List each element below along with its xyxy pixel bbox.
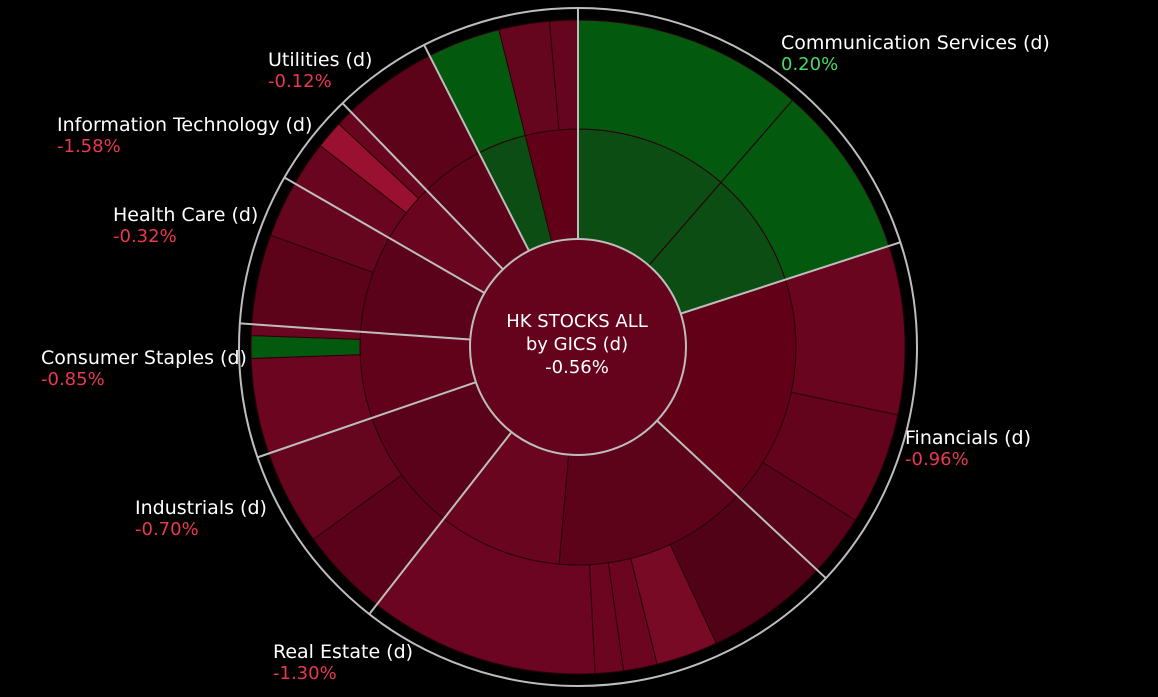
sector-boundary-3 bbox=[368, 431, 513, 615]
sector-change: -0.70% bbox=[135, 519, 199, 540]
label-industrials[interactable]: Industrials (d) -0.70% bbox=[135, 497, 267, 541]
label-health-care[interactable]: Health Care (d) -0.32% bbox=[113, 204, 258, 248]
chart-total-change: -0.56% bbox=[545, 357, 609, 378]
sector-boundary-4 bbox=[257, 381, 477, 459]
sector-boundary-7 bbox=[341, 102, 504, 271]
label-consumer-staples[interactable]: Consumer Staples (d) -0.85% bbox=[41, 347, 247, 391]
sector-change: -1.58% bbox=[57, 136, 121, 157]
sector-name: Industrials (d) bbox=[135, 497, 267, 519]
sector-name: Communication Services (d) bbox=[781, 32, 1050, 54]
label-utilities[interactable]: Utilities (d) -0.12% bbox=[268, 49, 372, 93]
sector-change: -0.12% bbox=[268, 71, 332, 92]
label-financials[interactable]: Financials (d) -0.96% bbox=[905, 427, 1031, 471]
sector-change: -0.85% bbox=[41, 369, 105, 390]
sector-boundary-2 bbox=[656, 419, 827, 579]
label-information-technology[interactable]: Information Technology (d) -1.58% bbox=[57, 114, 312, 158]
label-real-estate[interactable]: Real Estate (d) -1.30% bbox=[273, 641, 413, 685]
sector-boundary-5 bbox=[239, 322, 471, 341]
sector-name: Information Technology (d) bbox=[57, 114, 313, 136]
sector-name: Real Estate (d) bbox=[273, 641, 414, 663]
chart-center-label[interactable]: HK STOCKS ALL by GICS (d) -0.56% bbox=[477, 310, 677, 379]
sector-change: 0.20% bbox=[781, 54, 839, 75]
sector-boundary-8 bbox=[423, 44, 530, 252]
sector-name: Consumer Staples (d) bbox=[41, 347, 247, 369]
sector-change: -0.96% bbox=[905, 449, 969, 470]
chart-title: HK STOCKS ALL bbox=[506, 311, 648, 332]
sector-change: -0.32% bbox=[113, 226, 177, 247]
sector-boundary-1 bbox=[680, 241, 901, 315]
sector-change: -1.30% bbox=[273, 663, 337, 684]
sector-name: Financials (d) bbox=[905, 427, 1032, 449]
chart-subtitle: by GICS (d) bbox=[525, 334, 629, 355]
label-communication-services[interactable]: Communication Services (d) 0.20% bbox=[781, 32, 1050, 76]
center-circle[interactable] bbox=[469, 238, 687, 456]
sector-name: Health Care (d) bbox=[113, 204, 259, 226]
sector-boundary-6 bbox=[283, 176, 485, 294]
sector-name: Utilities (d) bbox=[268, 49, 373, 71]
